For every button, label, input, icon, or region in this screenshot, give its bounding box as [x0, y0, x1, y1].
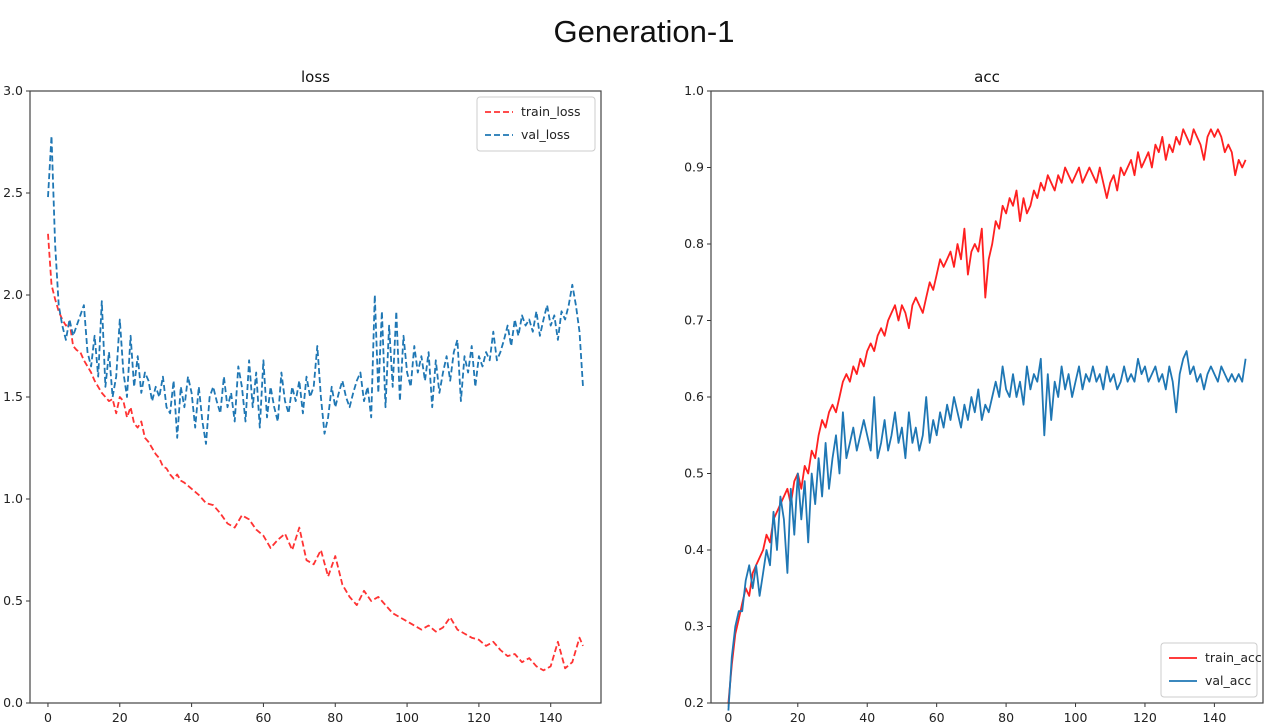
loss-y-tick-label: 1.5	[3, 389, 23, 404]
loss-y-tick-label: 3.0	[3, 83, 23, 98]
acc-chart-title: acc	[974, 68, 1000, 86]
loss-legend: train_loss val_loss	[476, 96, 596, 152]
acc-x-tick-label: 80	[998, 710, 1014, 725]
acc-y-tick-label: 0.4	[684, 542, 704, 557]
loss-x-tick-label: 20	[112, 710, 128, 725]
loss-legend-box	[476, 96, 596, 152]
legend-label-train-loss: train_loss	[521, 104, 581, 119]
acc-x-tick-label: 100	[1064, 710, 1088, 725]
legend-label-train-acc: train_acc	[1205, 650, 1262, 665]
acc-x-tick-label: 60	[929, 710, 945, 725]
acc-y-tick-label: 0.6	[684, 389, 704, 404]
acc-x-tick-label: 140	[1202, 710, 1226, 725]
acc-y-tick-label: 0.7	[684, 313, 704, 328]
series-line-train-loss	[47, 233, 584, 672]
loss-x-tick-label: 60	[255, 710, 271, 725]
series-line-val-loss	[47, 135, 584, 445]
loss-chart-title: loss	[301, 68, 330, 86]
acc-x-tick-label: 40	[859, 710, 875, 725]
acc-axes-frame	[710, 90, 1264, 704]
loss-y-tick-label: 2.0	[3, 287, 23, 302]
legend-label-val-loss: val_loss	[521, 127, 570, 142]
acc-legend: train_acc val_acc	[1160, 642, 1262, 698]
acc-x-tick-label: 20	[790, 710, 806, 725]
acc-chart: acc 0 20 40 60 80 100 120 140 0.2 0.3 0.4 0.5 0.6 0.7 0…	[684, 68, 1264, 725]
loss-y-tick-label: 1.0	[3, 491, 23, 506]
acc-y-tick-label: 0.5	[684, 466, 704, 481]
acc-legend-box	[1160, 642, 1258, 698]
acc-x-tick-label: 0	[724, 710, 732, 725]
series-line-train-acc	[727, 128, 1247, 704]
loss-chart: loss 0 20 40 60 80 100 120 140 0.0 0.5 1.0 1.5 2.0 2.5…	[3, 68, 602, 725]
acc-y-tick-label: 0.2	[684, 695, 704, 710]
loss-x-tick-label: 80	[327, 710, 343, 725]
loss-x-tick-label: 120	[467, 710, 491, 725]
loss-y-tick-label: 2.5	[3, 185, 23, 200]
acc-y-tick-label: 1.0	[684, 83, 704, 98]
legend-label-val-acc: val_acc	[1205, 673, 1251, 688]
loss-axes-frame	[29, 90, 602, 704]
loss-y-tick-label: 0.0	[3, 695, 23, 710]
acc-y-tick-label: 0.8	[684, 236, 704, 251]
acc-y-tick-label: 0.9	[684, 160, 704, 175]
acc-x-tick-label: 120	[1133, 710, 1157, 725]
figure-title: Generation-1	[553, 14, 735, 49]
acc-y-tick-label: 0.3	[684, 619, 704, 634]
loss-x-tick-label: 100	[395, 710, 419, 725]
loss-x-tick-label: 0	[44, 710, 52, 725]
loss-x-tick-label: 40	[184, 710, 200, 725]
series-line-val-acc	[727, 350, 1247, 711]
loss-y-tick-label: 0.5	[3, 593, 23, 608]
loss-x-tick-label: 140	[539, 710, 563, 725]
